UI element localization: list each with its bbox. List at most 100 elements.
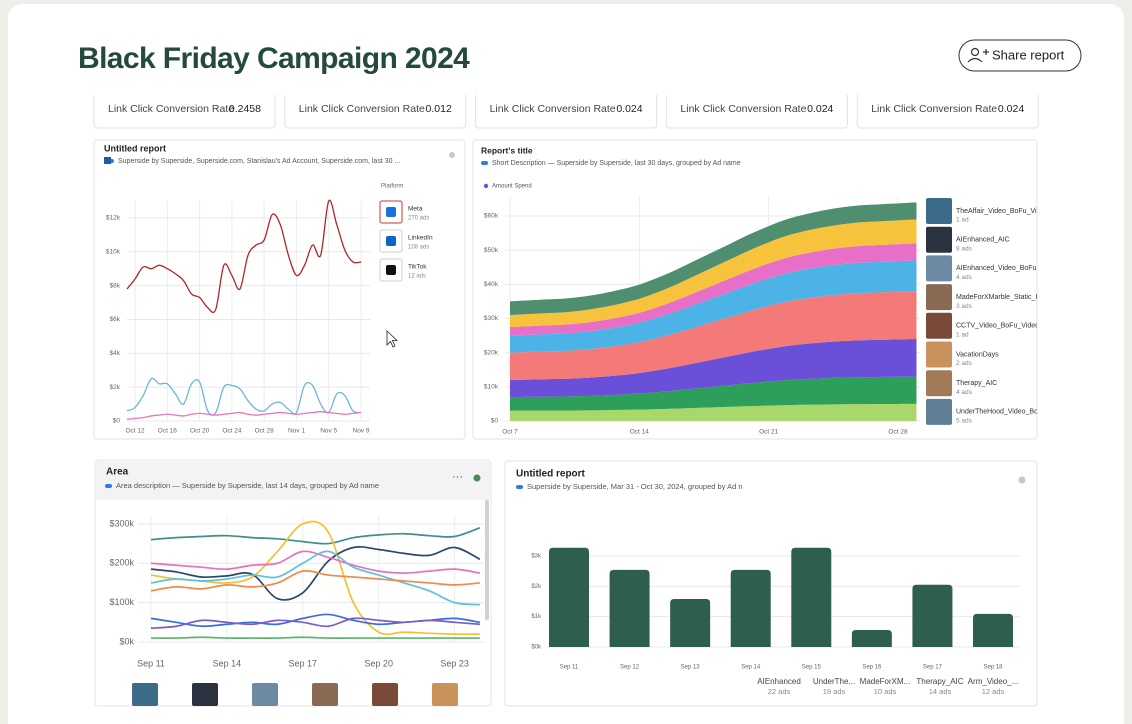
ad-thumbnail — [372, 683, 398, 706]
ad-thumbnail — [926, 370, 952, 397]
x-tick-label: Sep 17 — [289, 658, 318, 668]
legend-name: AIEnhanced_Video_BoFu — [956, 265, 1037, 272]
legend-name: TikTok — [408, 264, 427, 271]
y-tick-label: $3k — [531, 554, 542, 560]
ad-thumbnail — [252, 683, 278, 706]
line-series — [150, 570, 480, 592]
panel-subtitle: Short Description — Superside by Supersi… — [492, 160, 741, 167]
platform-icon — [386, 236, 396, 246]
header-mask — [90, 80, 1050, 95]
x-tick-label: Sep 11 — [560, 665, 579, 671]
line-series — [150, 550, 481, 574]
line-series — [126, 377, 362, 416]
y-tick-label: $100k — [109, 597, 134, 607]
x-tick-label: Sep 20 — [364, 658, 393, 668]
ad-group-ads: 22 ads — [768, 687, 791, 696]
y-tick-label: $0 — [491, 418, 499, 425]
x-tick-label: Sep 13 — [681, 665, 701, 671]
y-tick-label: $300k — [109, 518, 134, 528]
kpi-label: Link Click Conversion Rate — [871, 103, 997, 115]
legend-name: Meta — [408, 206, 423, 213]
y-tick-label: $0k — [119, 636, 134, 646]
y-tick-label: $10k — [106, 248, 121, 255]
x-tick-label: Sep 12 — [620, 665, 640, 671]
area-band — [510, 243, 917, 336]
legend-ads: 3 ads — [956, 303, 973, 310]
y-tick-label: $10k — [484, 384, 499, 391]
kpi-label: Link Click Conversion Rate — [490, 103, 616, 115]
legend-ads: 8 ads — [956, 245, 973, 252]
source-icon — [481, 161, 488, 165]
kpi-value: 0.2458 — [229, 103, 261, 115]
y-tick-label: $12k — [106, 215, 121, 222]
y-tick-label: $20k — [484, 349, 499, 356]
y-tick-label: $4k — [110, 350, 121, 357]
ad-thumbnail — [926, 255, 952, 282]
x-tick-label: Sep 14 — [741, 665, 761, 671]
y-tick-label: $6k — [110, 316, 121, 323]
line-series — [126, 411, 362, 420]
y-tick-label: $1k — [531, 614, 542, 620]
menu-dots[interactable]: ··· — [452, 471, 463, 483]
x-tick-label: Sep 23 — [440, 658, 469, 668]
legend-name: TheAffair_Video_BoFu_Vi — [956, 208, 1037, 215]
source-icon — [105, 484, 112, 488]
bar — [973, 613, 1013, 647]
bar — [851, 630, 892, 647]
legend-title: Platform — [381, 184, 403, 190]
x-tick-label: Oct 14 — [630, 429, 650, 436]
ad-thumbnail — [926, 226, 952, 253]
mouse-cursor — [386, 330, 399, 348]
ad-group-ads: 14 ads — [929, 687, 952, 696]
kpi-label: Link Click Conversion Rate — [299, 103, 425, 115]
panel-subtitle: Superside by Superside, Mar 31 - Oct 30,… — [527, 482, 743, 491]
bar — [791, 547, 832, 647]
panel — [94, 459, 492, 707]
y-tick-label: $60k — [484, 213, 499, 220]
line-series — [150, 527, 481, 545]
x-tick-label: Nov 1 — [288, 428, 305, 435]
y-tick-label: $0 — [113, 418, 121, 425]
legend-name: MadeForXMarble_Static_I — [956, 294, 1037, 301]
panel-subtitle: Superside by Superside, Superside.com, S… — [118, 158, 400, 165]
area-band — [510, 219, 917, 328]
bar — [730, 569, 771, 647]
panel-title: Area — [106, 467, 129, 478]
bar — [912, 584, 953, 647]
legend-name: AIEnhanced_AIC — [956, 237, 1010, 244]
share-icon — [970, 47, 980, 57]
legend-ads: 108 ads — [408, 245, 429, 251]
ad-thumbnail — [926, 398, 952, 425]
legend-name: CCTV_Video_BoFu_Video — [956, 323, 1039, 330]
ad-thumbnail — [192, 683, 218, 706]
x-tick-label: Oct 28 — [888, 429, 908, 436]
y-tick-label: $30k — [484, 315, 499, 322]
legend-ads: 2 ads — [956, 360, 973, 367]
area-band — [510, 403, 917, 421]
panel-subtitle: Area description — Superside by Supersid… — [116, 481, 379, 490]
y-tick-label: $50k — [484, 247, 499, 254]
kpi-value: 0.024 — [807, 103, 833, 115]
area-band — [510, 376, 917, 411]
status-dot — [473, 474, 481, 482]
share-button-label: Share report — [992, 47, 1065, 62]
share-button — [958, 39, 1082, 72]
x-tick-label: Oct 20 — [190, 428, 210, 435]
legend-ads: 1 ad — [956, 217, 969, 224]
legend-ads: 1 ad — [956, 332, 969, 339]
ad-thumbnail — [432, 683, 458, 706]
panel-header — [96, 461, 490, 500]
legend-title: Amount Spend — [492, 184, 532, 190]
legend-name: VacationDays — [956, 351, 999, 358]
line-series — [150, 550, 480, 606]
kpi-value: 0.024 — [998, 103, 1024, 115]
kpi-label: Link Click Conversion Rate — [108, 103, 234, 115]
x-tick-label: Oct 16 — [158, 428, 178, 435]
area-band — [510, 260, 917, 353]
area-band — [510, 291, 917, 380]
kpi-value: 0.024 — [616, 103, 642, 115]
y-tick-label: $40k — [484, 281, 499, 288]
panel-title: Untitled report — [104, 143, 166, 153]
ad-group-name: UnderThe... — [813, 677, 855, 686]
